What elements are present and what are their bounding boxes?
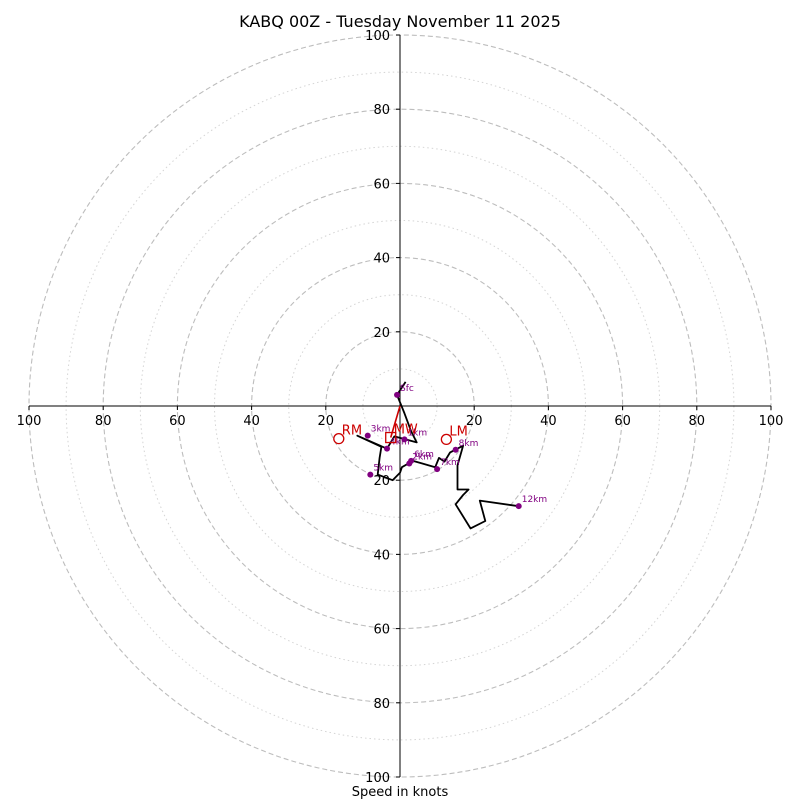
y-tick-label: 40 bbox=[373, 252, 390, 267]
x-tick-label: 60 bbox=[169, 414, 186, 429]
height-marker-6km bbox=[408, 457, 415, 464]
height-label-12km: 12km bbox=[522, 495, 547, 505]
height-marker-12km bbox=[515, 503, 522, 510]
height-marker-5km bbox=[367, 471, 374, 478]
height-label-5km: 5km bbox=[373, 464, 393, 474]
hodograph-trace bbox=[356, 381, 519, 530]
x-axis-label: Speed in knots bbox=[352, 785, 449, 800]
height-marker-sfc bbox=[394, 391, 401, 398]
storm-motion-mw-label: MW bbox=[394, 423, 418, 438]
y-tick-label: 100 bbox=[365, 771, 390, 786]
height-label-8km: 8km bbox=[459, 439, 479, 449]
y-tick-label: 40 bbox=[373, 548, 390, 563]
storm-motion-rm-label: RM bbox=[342, 424, 362, 439]
chart-title: KABQ 00Z - Tuesday November 11 2025 bbox=[239, 12, 561, 31]
height-label-4km: 4km bbox=[390, 438, 410, 448]
x-tick-label: 60 bbox=[614, 414, 631, 429]
storm-motion-markers: RM MW LM bbox=[333, 423, 468, 446]
y-tick-label: 60 bbox=[373, 623, 390, 638]
x-tick-label: 20 bbox=[466, 414, 483, 429]
height-label-1km: 1km bbox=[407, 428, 427, 438]
height-marker-4km bbox=[384, 445, 391, 452]
x-tick-label: 100 bbox=[759, 414, 784, 429]
height-label-2km: 2km bbox=[412, 453, 432, 463]
storm-motion-mw-marker bbox=[385, 431, 397, 444]
height-label-6km: 6km bbox=[414, 450, 434, 460]
height-marker-3km bbox=[364, 432, 371, 439]
hodograph-trace-layer bbox=[356, 381, 519, 530]
x-tick-label: 80 bbox=[95, 414, 112, 429]
height-markers: Sfc 1km 2km 3km 4km 5km 6km 7km 8km 12km bbox=[364, 384, 547, 510]
height-label-3km: 3km bbox=[371, 425, 391, 435]
x-tick-label: 20 bbox=[318, 414, 335, 429]
storm-motion-lm-label: LM bbox=[449, 424, 467, 439]
y-tick-label: 20 bbox=[373, 326, 390, 341]
y-tick-label: 80 bbox=[373, 697, 390, 712]
x-tick-label: 40 bbox=[540, 414, 557, 429]
x-tick-label: 100 bbox=[17, 414, 42, 429]
y-tick-label: 80 bbox=[373, 103, 390, 118]
height-label-sfc: Sfc bbox=[400, 384, 414, 394]
storm-motion-rm-marker bbox=[333, 432, 345, 445]
storm-motion-lm-marker bbox=[440, 433, 453, 446]
y-tick-label: 60 bbox=[373, 177, 390, 192]
x-tick-label: 80 bbox=[689, 414, 706, 429]
height-marker-7km bbox=[434, 466, 441, 473]
x-tick-label: 40 bbox=[243, 414, 260, 429]
height-marker-1km bbox=[401, 436, 408, 443]
y-tick-label: 100 bbox=[365, 29, 390, 44]
height-marker-8km bbox=[452, 446, 459, 453]
height-label-7km: 7km bbox=[440, 458, 460, 468]
axis-tick-labels: 100 80 60 40 20 20 40 60 80 100100806040202040608… bbox=[17, 29, 784, 786]
